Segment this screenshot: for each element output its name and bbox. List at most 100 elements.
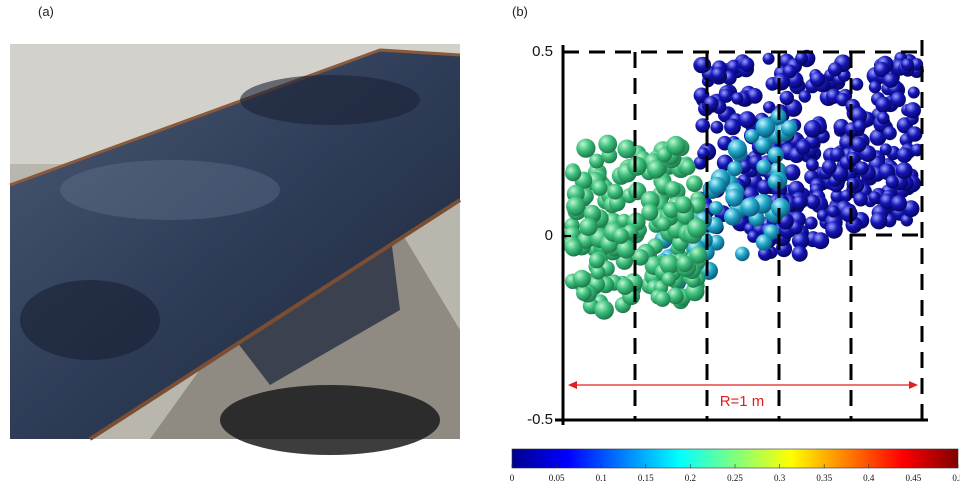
colorbar-tick-label: 0.5 <box>952 473 960 483</box>
particle <box>708 177 726 195</box>
particle <box>576 285 592 301</box>
particle <box>812 232 829 249</box>
particle <box>710 121 723 134</box>
particle <box>739 111 756 128</box>
colorbar-tick-label: 0.1 <box>596 473 607 483</box>
particle <box>741 197 760 216</box>
particle <box>735 247 750 262</box>
particle <box>576 139 595 158</box>
particle <box>711 67 726 82</box>
y-tick-label: 0 <box>545 227 553 244</box>
particles <box>563 50 924 320</box>
particle <box>662 272 676 286</box>
particle <box>828 62 842 76</box>
particle <box>680 160 695 175</box>
particle <box>695 57 711 73</box>
particle <box>724 119 741 136</box>
particle <box>617 278 634 295</box>
particle <box>822 160 837 175</box>
particle <box>573 270 591 288</box>
particle <box>883 73 898 88</box>
particle <box>756 234 772 250</box>
particle <box>724 208 742 226</box>
colorbar-tick-label: 0.2 <box>685 473 696 483</box>
particle <box>565 165 581 181</box>
particle <box>851 137 867 153</box>
particle <box>709 201 723 215</box>
particle <box>841 205 858 222</box>
particle <box>579 218 597 236</box>
particle <box>875 97 891 113</box>
colorbar-tick-label: 0.4 <box>863 473 875 483</box>
panel-label: (b) <box>512 4 528 19</box>
particle <box>656 217 670 231</box>
particle <box>613 228 629 244</box>
particle <box>827 205 839 217</box>
particle <box>719 89 733 103</box>
particle <box>566 197 585 216</box>
particle <box>666 136 686 156</box>
particle <box>589 253 605 269</box>
particle <box>627 157 646 176</box>
particle <box>908 87 920 99</box>
figure: (a) (b) R=1 m 0.50-0.500.050.10.150.20.2… <box>0 0 960 487</box>
particle <box>896 162 913 179</box>
particle <box>907 126 922 141</box>
particle <box>883 126 897 140</box>
particle <box>890 92 906 108</box>
particle <box>847 178 860 191</box>
colorbar-tick-label: 0.05 <box>549 473 565 483</box>
particle <box>886 175 899 188</box>
particle <box>660 254 680 274</box>
particle <box>825 221 843 239</box>
particle <box>773 73 790 90</box>
particle <box>725 189 743 207</box>
particle <box>877 112 890 125</box>
y-tick-label: -0.5 <box>527 411 553 428</box>
particle <box>594 300 614 320</box>
colorbar-tick-label: 0.15 <box>638 473 654 483</box>
particle <box>799 90 811 102</box>
particle <box>853 120 866 133</box>
particle <box>686 175 703 192</box>
particle <box>810 72 825 87</box>
particle <box>869 81 881 93</box>
particle <box>728 139 747 158</box>
particle <box>901 58 914 71</box>
particle <box>768 174 784 190</box>
particle <box>598 135 617 154</box>
colorbar-tick-label: 0 <box>510 473 515 483</box>
particle <box>655 291 671 307</box>
particle <box>897 147 913 163</box>
particle <box>869 191 881 203</box>
particle <box>565 239 583 257</box>
particle <box>796 140 811 155</box>
particle <box>905 102 921 118</box>
particle <box>806 159 819 172</box>
particle <box>756 159 771 174</box>
radius-arrow <box>568 381 918 389</box>
particle <box>665 181 681 197</box>
y-tick-label: 0.5 <box>532 43 553 60</box>
particle <box>880 143 892 155</box>
colorbar-tick-label: 0.25 <box>727 473 743 483</box>
particle <box>891 195 907 211</box>
particle <box>689 246 707 264</box>
particle <box>792 246 808 262</box>
colorbar-tick-label: 0.35 <box>816 473 832 483</box>
particle <box>592 180 608 196</box>
photo <box>10 44 460 455</box>
particle <box>795 52 808 65</box>
particle <box>806 195 821 210</box>
particle <box>607 184 623 200</box>
particle <box>855 162 869 176</box>
particle <box>740 57 755 72</box>
particle <box>853 192 867 206</box>
particle <box>687 218 707 238</box>
annotation: R=1 m <box>720 393 765 410</box>
colorbar-tick-label: 0.3 <box>774 473 786 483</box>
particle <box>804 120 822 138</box>
particle <box>793 195 806 208</box>
particle <box>756 117 776 137</box>
particle <box>731 92 743 104</box>
